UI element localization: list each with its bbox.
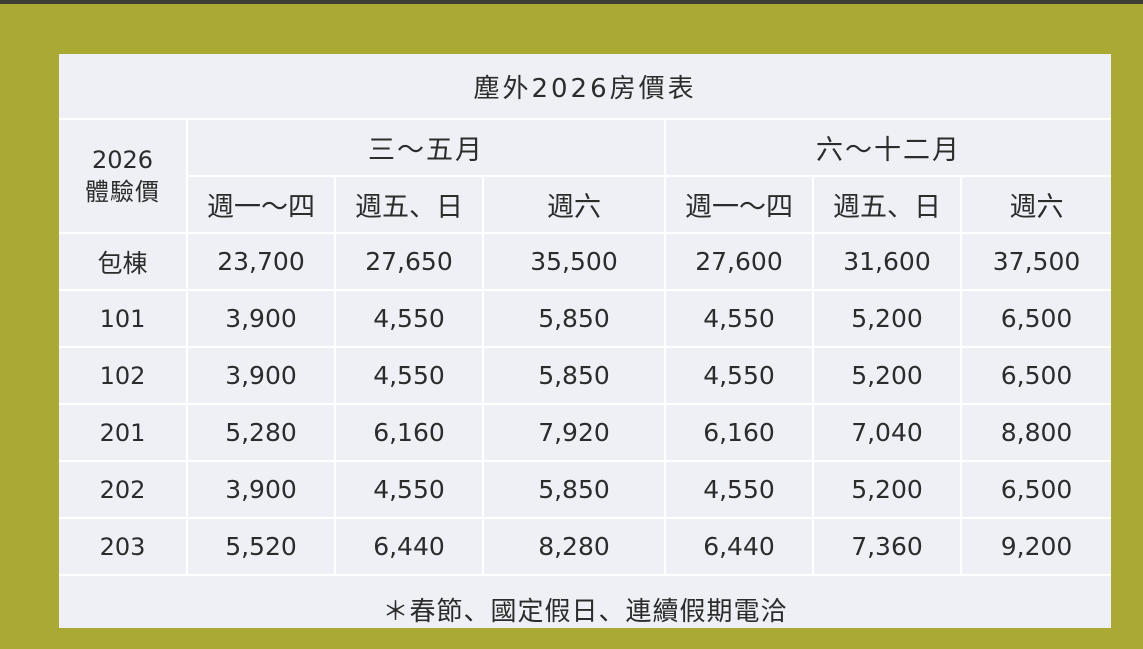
price-cell: 7,360: [812, 517, 962, 576]
price-cell: 23,700: [186, 232, 336, 291]
table-row: 203 5,520 6,440 8,280 6,440 7,360 9,200: [59, 517, 1112, 576]
corner-label: 體驗價: [85, 178, 160, 206]
title-row: 塵外2026房價表: [59, 54, 1112, 120]
row-label: 101: [59, 289, 188, 348]
corner-header: 2026 體驗價: [59, 118, 188, 234]
table-row: 包棟 23,700 27,650 35,500 27,600 31,600 37…: [59, 232, 1112, 291]
season-header-summer-winter: 六～十二月: [663, 118, 1112, 177]
price-cell: 4,550: [334, 346, 484, 405]
price-cell: 9,200: [959, 517, 1112, 576]
price-cell: 5,280: [186, 403, 336, 462]
row-label: 202: [59, 460, 188, 519]
price-cell: 7,920: [482, 403, 666, 462]
price-cell: 6,500: [959, 289, 1112, 348]
price-cell: 4,550: [334, 289, 484, 348]
row-label: 201: [59, 403, 188, 462]
price-cell: 5,850: [482, 460, 666, 519]
price-cell: 27,600: [664, 232, 814, 291]
price-cell: 6,440: [334, 517, 484, 576]
price-cell: 6,440: [664, 517, 814, 576]
price-cell: 3,900: [186, 460, 336, 519]
price-cell: 4,550: [334, 460, 484, 519]
day-header: 週五、日: [812, 175, 962, 234]
price-cell: 4,550: [664, 289, 814, 348]
price-cell: 31,600: [812, 232, 962, 291]
season-row: 2026 體驗價 三～五月 六～十二月: [59, 118, 1112, 234]
price-cell: 8,800: [959, 403, 1112, 462]
price-cell: 37,500: [959, 232, 1112, 291]
table-row: 102 3,900 4,550 5,850 4,550 5,200 6,500: [59, 346, 1112, 405]
day-header: 週五、日: [334, 175, 484, 234]
table-row: 101 3,900 4,550 5,850 4,550 5,200 6,500: [59, 289, 1112, 348]
price-cell: 4,550: [664, 460, 814, 519]
price-cell: 5,200: [812, 289, 962, 348]
row-label: 102: [59, 346, 188, 405]
price-table: 塵外2026房價表 2026 體驗價 三～五月 六～十二月 週一～四 週五、日 …: [59, 54, 1112, 642]
row-label: 包棟: [59, 232, 188, 291]
price-cell: 5,520: [186, 517, 336, 576]
day-header: 週一～四: [664, 175, 814, 234]
note-row: ＊春節、國定假日、連續假期電洽: [59, 574, 1112, 642]
footnote: ＊春節、國定假日、連續假期電洽: [59, 574, 1112, 642]
price-cell: 35,500: [482, 232, 666, 291]
price-cell: 3,900: [186, 289, 336, 348]
price-cell: 7,040: [812, 403, 962, 462]
price-cell: 5,850: [482, 346, 666, 405]
row-label: 203: [59, 517, 188, 576]
table-row: 201 5,280 6,160 7,920 6,160 7,040 8,800: [59, 403, 1112, 462]
day-header: 週六: [482, 175, 666, 234]
day-header: 週一～四: [187, 175, 336, 234]
corner-year: 2026: [91, 146, 154, 174]
price-cell: 3,900: [186, 346, 336, 405]
price-cell: 6,500: [959, 346, 1112, 405]
top-border-line: [0, 0, 1143, 4]
season-header-spring: 三～五月: [186, 118, 666, 177]
price-cell: 5,850: [482, 289, 666, 348]
price-cell: 6,160: [664, 403, 814, 462]
price-cell: 6,160: [334, 403, 484, 462]
table-row: 202 3,900 4,550 5,850 4,550 5,200 6,500: [59, 460, 1112, 519]
price-cell: 4,550: [664, 346, 814, 405]
price-cell: 5,200: [812, 346, 962, 405]
day-header: 週六: [959, 175, 1112, 234]
table-title: 塵外2026房價表: [59, 54, 1112, 120]
day-row: 週一～四 週五、日 週六 週一～四 週五、日 週六: [59, 175, 1112, 234]
price-cell: 27,650: [334, 232, 484, 291]
price-cell: 8,280: [482, 517, 666, 576]
price-cell: 5,200: [812, 460, 962, 519]
price-card: 塵外2026房價表 2026 體驗價 三～五月 六～十二月 週一～四 週五、日 …: [59, 54, 1112, 642]
price-cell: 6,500: [959, 460, 1112, 519]
